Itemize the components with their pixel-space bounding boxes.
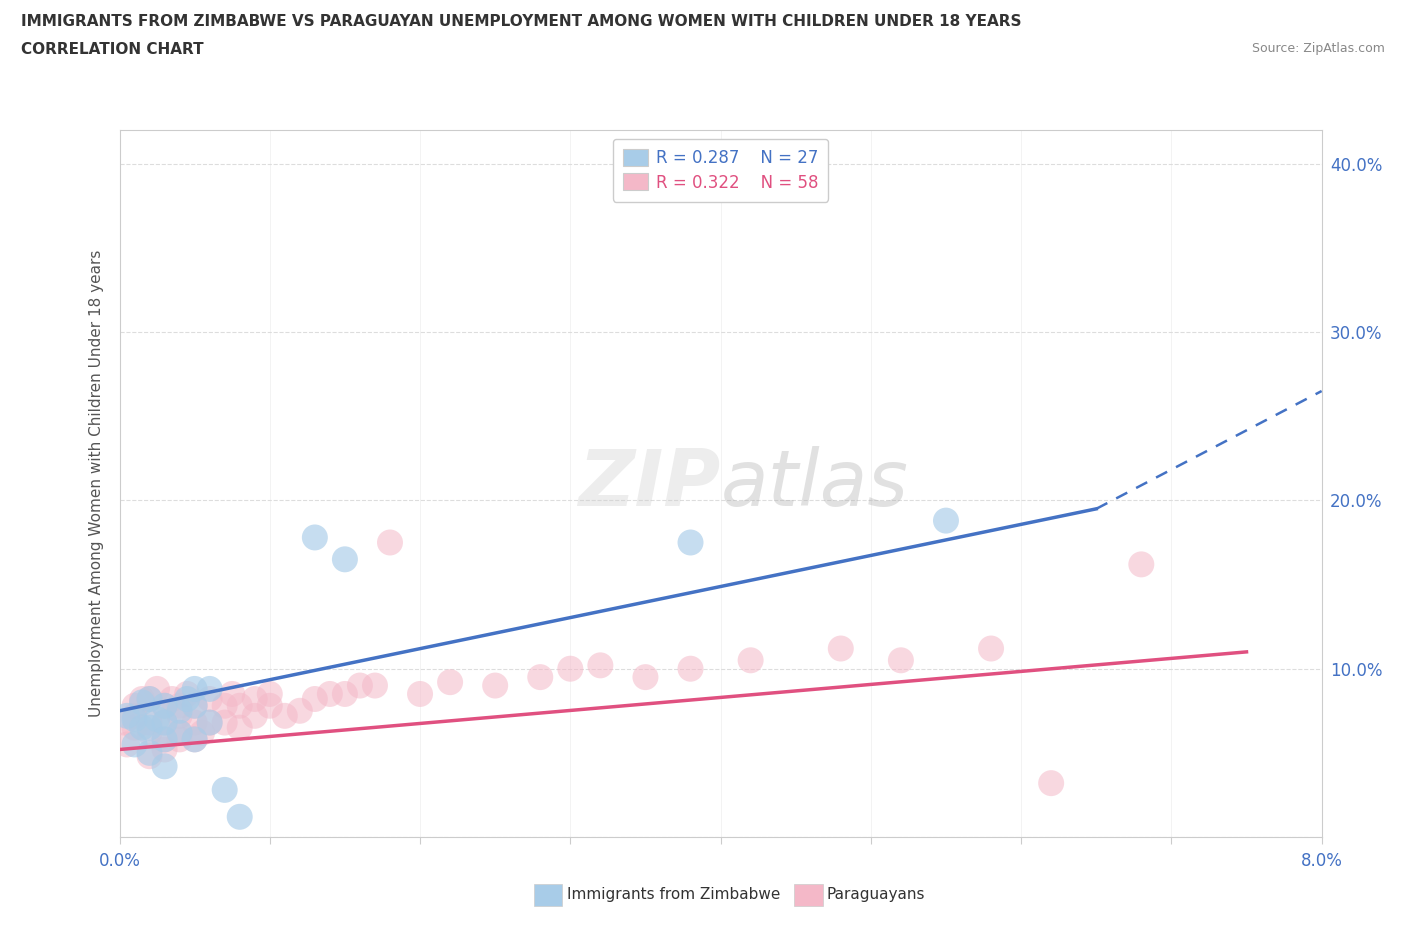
Point (679, 661, 702, 676)
Point (364, 678, 387, 693)
Point (333, 551, 356, 566)
Point (349, 678, 371, 693)
Point (228, 809, 252, 824)
Point (198, 682, 221, 697)
Point (1040, 776, 1063, 790)
Point (679, 535, 702, 550)
Legend: R = 0.287    N = 27, R = 0.322    N = 58: R = 0.287 N = 27, R = 0.322 N = 58 (613, 139, 828, 202)
Point (319, 686, 342, 701)
Point (153, 759, 176, 774)
Point (183, 715, 205, 730)
Y-axis label: Unemployment Among Women with Children Under 18 years: Unemployment Among Women with Children U… (89, 250, 104, 717)
Point (243, 692, 266, 707)
Point (529, 670, 551, 684)
Point (153, 715, 176, 730)
Point (259, 686, 281, 701)
Text: CORRELATION CHART: CORRELATION CHART (21, 42, 204, 57)
Point (304, 530, 326, 545)
Point (228, 698, 252, 713)
Point (169, 703, 191, 718)
Point (138, 749, 160, 764)
Point (634, 670, 657, 684)
Point (131, 692, 153, 707)
Point (378, 535, 401, 550)
Text: Source: ZipAtlas.com: Source: ZipAtlas.com (1251, 42, 1385, 55)
Text: atlas: atlas (720, 445, 908, 522)
Point (228, 720, 252, 735)
Point (169, 709, 191, 724)
Point (138, 715, 160, 730)
Point (214, 782, 236, 797)
Point (131, 720, 153, 735)
Point (124, 737, 146, 751)
Point (115, 709, 138, 724)
Point (169, 698, 191, 713)
Text: IMMIGRANTS FROM ZIMBABWE VS PARAGUAYAN UNEMPLOYMENT AMONG WOMEN WITH CHILDREN UN: IMMIGRANTS FROM ZIMBABWE VS PARAGUAYAN U… (21, 14, 1022, 29)
Point (124, 709, 146, 724)
Point (589, 658, 612, 672)
Point (409, 686, 432, 701)
Point (288, 703, 311, 718)
Point (183, 698, 205, 713)
Point (138, 692, 160, 707)
Point (138, 746, 160, 761)
Point (183, 732, 205, 747)
Point (1130, 557, 1153, 572)
Point (935, 513, 957, 528)
Point (740, 653, 762, 668)
Point (146, 711, 169, 726)
Point (243, 709, 266, 724)
Point (980, 641, 1002, 656)
Point (191, 725, 214, 740)
Point (221, 686, 243, 701)
Point (176, 686, 198, 701)
Point (259, 698, 281, 713)
Point (138, 725, 160, 740)
Point (160, 692, 183, 707)
Point (169, 725, 191, 740)
Point (124, 711, 146, 726)
Point (124, 720, 146, 735)
Point (214, 715, 236, 730)
Point (115, 737, 138, 751)
Point (214, 698, 236, 713)
Point (560, 661, 582, 676)
Point (138, 692, 160, 707)
Point (830, 641, 852, 656)
Point (153, 698, 176, 713)
Point (198, 715, 221, 730)
Point (484, 678, 506, 693)
Point (153, 742, 176, 757)
Point (439, 675, 461, 690)
Point (183, 698, 205, 713)
Point (153, 732, 176, 747)
Point (124, 698, 146, 713)
Text: ZIP: ZIP (578, 445, 720, 522)
Text: Immigrants from Zimbabwe: Immigrants from Zimbabwe (567, 887, 780, 902)
Point (146, 682, 169, 697)
Point (198, 692, 221, 707)
Point (890, 653, 912, 668)
Point (169, 725, 191, 740)
Point (333, 686, 356, 701)
Point (153, 698, 176, 713)
Point (112, 715, 135, 730)
Point (176, 692, 198, 707)
Text: Paraguayans: Paraguayans (827, 887, 925, 902)
Point (153, 715, 176, 730)
Point (183, 732, 205, 747)
Point (274, 709, 297, 724)
Point (138, 720, 160, 735)
Point (304, 692, 326, 707)
Point (198, 715, 221, 730)
Point (169, 732, 191, 747)
Point (153, 732, 176, 747)
Point (183, 682, 205, 697)
Point (131, 695, 153, 710)
